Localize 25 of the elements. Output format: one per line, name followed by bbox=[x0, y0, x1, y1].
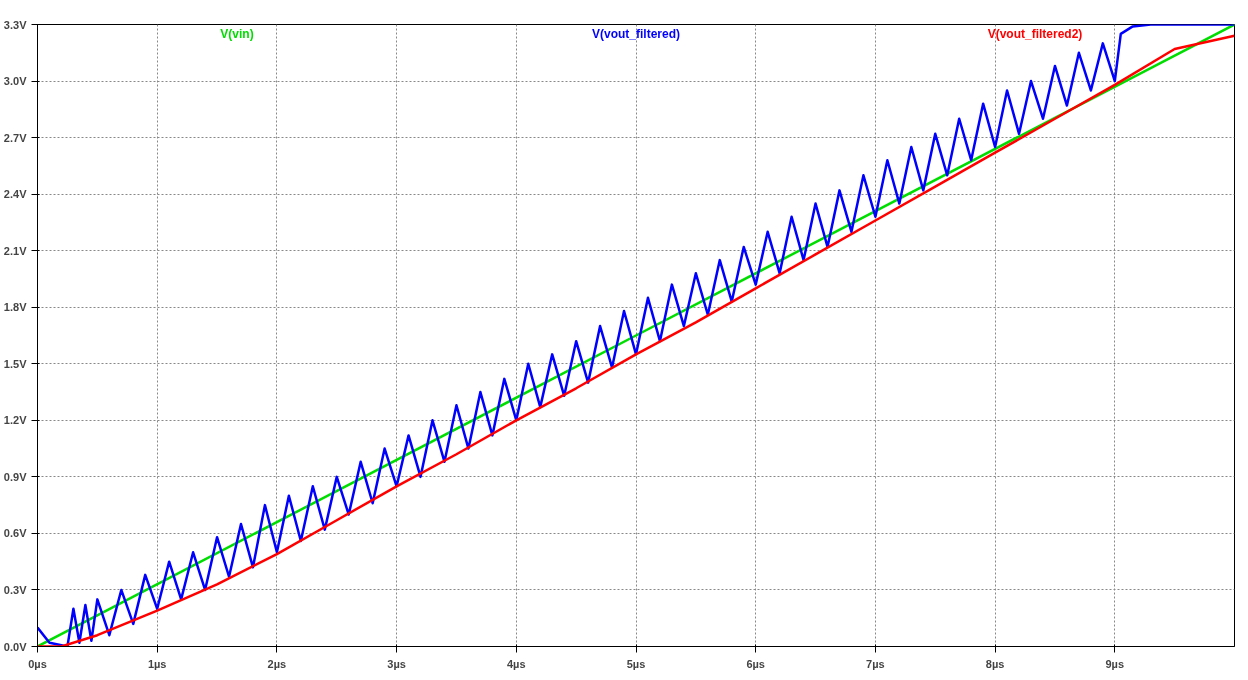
y-tick-label: 1.2V bbox=[3, 414, 28, 427]
y-tick-label: 0.0V bbox=[3, 640, 28, 653]
text: V(vin) bbox=[220, 26, 254, 41]
x-tick-label: 5µs bbox=[626, 657, 646, 670]
y-tick-label: 3.3V bbox=[3, 18, 28, 31]
y-tick-label: 2.7V bbox=[3, 131, 28, 144]
text: V(vout_filtered2) bbox=[987, 26, 1083, 41]
x-tick-label: 1µs bbox=[147, 657, 167, 670]
x-tick-label: 9µs bbox=[1105, 657, 1125, 670]
x-tick-label: 8µs bbox=[985, 657, 1005, 670]
x-tick-label: 2µs bbox=[267, 657, 287, 670]
y-tick-label: 1.5V bbox=[3, 357, 28, 370]
x-tick-label: 4µs bbox=[507, 657, 526, 670]
x-tick-label: 3µs bbox=[387, 657, 406, 670]
y-tick-label: 0.9V bbox=[3, 470, 28, 483]
x-tick-label: 0µs bbox=[28, 657, 47, 670]
text: V(vout_filtered) bbox=[592, 26, 681, 41]
y-tick-label: 1.8V bbox=[3, 301, 28, 314]
y-tick-label: 0.3V bbox=[3, 583, 28, 596]
y-tick-label: 2.1V bbox=[3, 244, 28, 257]
y-tick-label: 2.4V bbox=[3, 188, 28, 201]
x-tick-label: 6µs bbox=[746, 657, 765, 670]
y-tick-label: 3.0V bbox=[3, 75, 28, 88]
x-tick-label: 7µs bbox=[866, 657, 885, 670]
y-tick-label: 0.6V bbox=[3, 527, 28, 540]
